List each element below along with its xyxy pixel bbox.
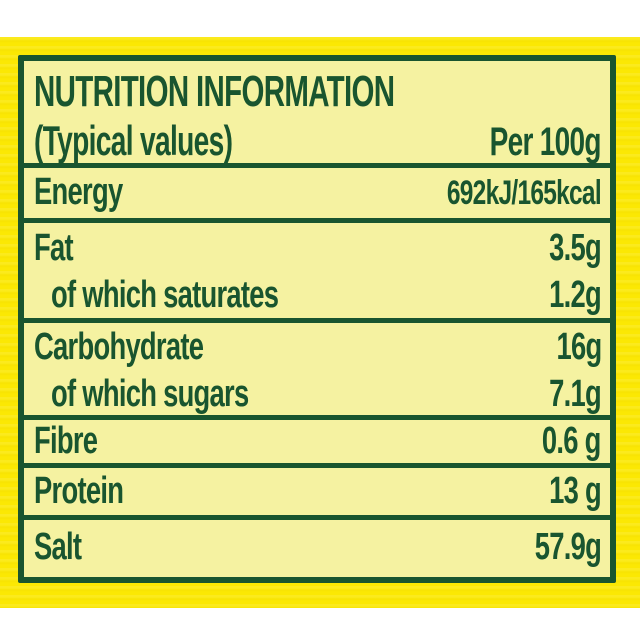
nutrient-label: Energy: [34, 171, 123, 214]
table-header: NUTRITION INFORMATION (Typical values) P…: [24, 61, 610, 165]
nutrient-value: 0.6 g: [542, 419, 601, 462]
row-fibre: Fibre 0.6 g: [24, 415, 610, 463]
nutrient-sub-value: 1.2g: [549, 273, 602, 316]
row-carbohydrate: Carbohydrate 16g of which sugars 7.1g: [24, 318, 610, 415]
row-protein: Protein 13 g: [24, 463, 610, 515]
table-subtitle: (Typical values): [34, 117, 233, 165]
nutrient-value: 57.9g: [534, 526, 602, 569]
nutrient-value: 13 g: [549, 469, 602, 512]
nutrient-label: Salt: [34, 526, 82, 569]
nutrient-label: Carbohydrate: [34, 325, 204, 368]
column-header-per-100g: Per 100g: [489, 120, 602, 165]
nutrient-value: 16g: [556, 325, 602, 368]
row-fat: Fat 3.5g of which saturates 1.2g: [24, 218, 610, 318]
nutrient-label: Fibre: [34, 419, 98, 462]
table-title: NUTRITION INFORMATION: [34, 67, 395, 116]
header-subtitle-line: (Typical values) Per 100g: [24, 116, 610, 165]
nutrient-sub-value: 7.1g: [549, 372, 602, 415]
nutrition-table: NUTRITION INFORMATION (Typical values) P…: [18, 55, 616, 583]
nutrient-label: Protein: [34, 469, 124, 512]
nutrient-sub-label: of which sugars: [51, 372, 249, 415]
nutrient-value: 3.5g: [549, 226, 602, 269]
row-energy: Energy 692kJ/165kcal: [24, 163, 610, 218]
nutrient-label: Fat: [34, 226, 74, 269]
header-title-line: NUTRITION INFORMATION: [24, 66, 610, 116]
row-salt: Salt 57.9g: [24, 515, 610, 576]
nutrient-value: 692kJ/165kcal: [446, 174, 602, 213]
nutrient-sub-label: of which saturates: [51, 273, 279, 316]
